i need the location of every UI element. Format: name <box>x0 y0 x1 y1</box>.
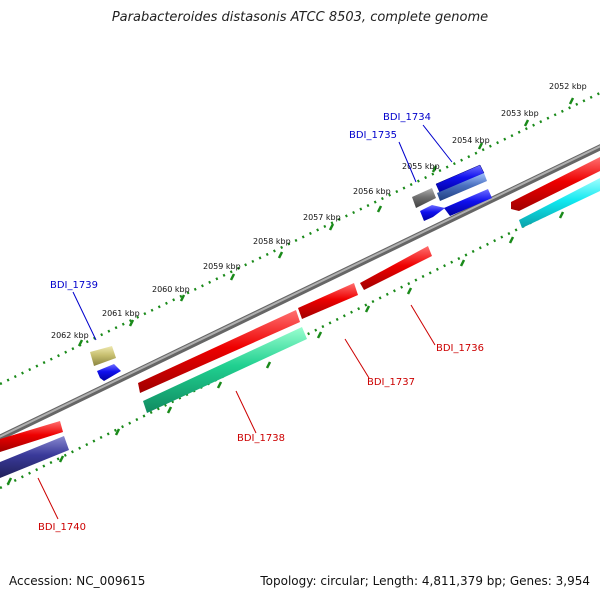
gene-bdi-1739-block[interactable] <box>90 346 116 366</box>
gene-bdi-1739-cog <box>97 364 121 381</box>
leader-bdi-1737 <box>344 338 370 379</box>
gene-bdi-1737-block[interactable] <box>298 283 358 319</box>
gene-bdi-1735-cog <box>420 205 445 221</box>
scale-label: 2061 kbp <box>102 309 140 318</box>
scale-label: 2054 kbp <box>452 136 490 145</box>
leader-bdi-1738 <box>235 390 257 434</box>
scale-label: 2062 kbp <box>51 331 89 340</box>
gene-label-bdi-1740[interactable]: BDI_1740 <box>38 522 86 533</box>
scale-label: 2059 kbp <box>203 262 241 271</box>
leader-bdi-1734 <box>422 124 453 163</box>
gene-label-bdi-1737[interactable]: BDI_1737 <box>367 377 415 388</box>
gene-label-bdi-1736[interactable]: BDI_1736 <box>436 343 484 354</box>
scale-label: 2060 kbp <box>152 285 190 294</box>
scale-label: 2057 kbp <box>303 213 341 222</box>
gene-right-cyan <box>519 178 600 228</box>
gene-bdi-1736-block[interactable] <box>360 246 432 290</box>
gene-label-bdi-1738[interactable]: BDI_1738 <box>237 433 285 444</box>
gene-bdi-1740-block[interactable] <box>0 421 63 452</box>
map-title: Parabacteroides distasonis ATCC 8503, co… <box>111 10 489 25</box>
gene-label-bdi-1739[interactable]: BDI_1739 <box>50 280 98 291</box>
gene-bdi-1734-cog <box>437 173 487 201</box>
leader-bdi-1736 <box>410 304 436 346</box>
scale-label: 2055 kbp <box>402 162 440 171</box>
gene-bdi-1738-cog <box>143 327 307 413</box>
accession-text: Accession: NC_009615 <box>9 574 146 588</box>
genome-summary-text: Topology: circular; Length: 4,811,379 bp… <box>260 574 590 588</box>
gene-bdi-1734-cog-lower <box>444 189 492 216</box>
gene-right-red <box>511 157 600 211</box>
scale-label: 2058 kbp <box>253 237 291 246</box>
inner-major-ticks <box>6 211 565 485</box>
gene-bdi-1740-cog <box>0 436 69 478</box>
gene-bdi-1738-block[interactable] <box>138 310 300 393</box>
scale-label: 2056 kbp <box>353 187 391 196</box>
gene-label-bdi-1735[interactable]: BDI_1735 <box>349 130 397 141</box>
outer-major-ticks <box>77 97 575 347</box>
scale-label: 2052 kbp <box>549 82 587 91</box>
leader-bdi-1739 <box>72 291 97 341</box>
gene-label-bdi-1734[interactable]: BDI_1734 <box>383 112 431 123</box>
gene-bdi-1735-block[interactable] <box>412 188 436 208</box>
scale-label: 2053 kbp <box>501 109 539 118</box>
leader-bdi-1740 <box>37 477 59 520</box>
leader-bdi-1735 <box>398 141 417 183</box>
